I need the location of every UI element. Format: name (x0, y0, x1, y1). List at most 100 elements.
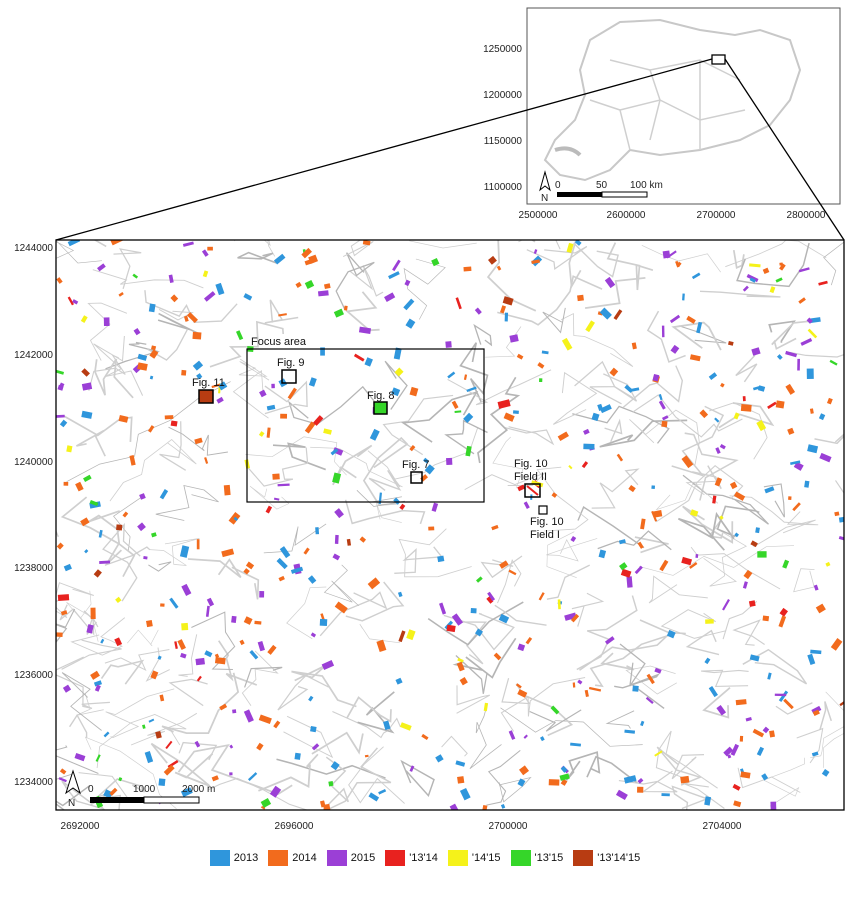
field-parcel (680, 775, 690, 784)
field-parcel (669, 314, 681, 324)
field-parcel (686, 315, 696, 324)
field-parcel (164, 415, 174, 420)
field-parcel (280, 413, 288, 419)
field-parcel (609, 367, 619, 377)
field-parcel (310, 725, 317, 733)
field-parcel (405, 318, 416, 329)
road-line (542, 307, 566, 334)
field-parcel (319, 618, 328, 626)
field-parcel (818, 413, 826, 421)
road-line (737, 767, 801, 793)
field-parcel (378, 492, 382, 505)
field-parcel (424, 464, 435, 475)
road-line (677, 511, 735, 551)
field-parcel (57, 594, 70, 601)
inset-boundaries (589, 59, 746, 151)
field-parcel (243, 616, 253, 625)
legend-item-13-14-15: '13'14'15 (573, 850, 640, 866)
field-parcel (762, 615, 770, 622)
road-line (96, 714, 187, 769)
road-line (238, 358, 270, 381)
road-line (161, 672, 240, 734)
fig-10-field-2-sublabel: Field II (514, 471, 547, 483)
field-parcel (392, 259, 401, 272)
field-parcel (57, 384, 64, 391)
legend-label: '13'14 (409, 852, 438, 864)
road-line (586, 755, 638, 784)
field-parcel (651, 510, 658, 522)
field-parcel (243, 709, 254, 723)
field-parcel (597, 403, 604, 412)
road-line (641, 244, 721, 273)
fig-7-box (410, 471, 423, 484)
field-parcel (97, 263, 106, 272)
field-parcel (463, 412, 474, 423)
inset-y-tick: 1150000 (484, 136, 523, 147)
field-parcel (749, 654, 760, 662)
field-parcel (81, 410, 93, 419)
field-parcel (109, 787, 118, 796)
road-line (61, 778, 146, 804)
field-parcel (561, 337, 573, 351)
field-parcel (742, 396, 746, 402)
field-parcel (343, 305, 348, 311)
road-line (729, 495, 819, 526)
field-parcel (56, 542, 64, 550)
field-parcel (353, 353, 365, 362)
road-line (244, 666, 283, 688)
field-parcel (459, 787, 471, 801)
field-parcel (310, 632, 317, 638)
field-parcel (574, 240, 582, 246)
field-parcel (81, 368, 90, 377)
field-parcel (177, 639, 186, 650)
field-parcel (99, 560, 111, 564)
main-scale-bar: 0 1000 2000 m (88, 784, 215, 804)
field-parcel (654, 750, 663, 757)
fig-10-field-2-box (524, 483, 541, 498)
field-parcel (637, 786, 644, 793)
field-parcel (180, 787, 193, 798)
field-parcel (604, 636, 615, 645)
field-parcel (181, 583, 192, 596)
road-line (690, 546, 781, 590)
field-parcel (742, 285, 749, 292)
field-parcel (727, 754, 732, 759)
field-parcel (137, 362, 148, 371)
road-line (819, 701, 833, 731)
road-line (427, 601, 524, 646)
field-parcel (93, 680, 102, 687)
field-parcel (186, 312, 198, 324)
field-parcel (205, 605, 210, 617)
road-line (342, 240, 374, 258)
field-parcel (519, 765, 530, 776)
field-parcel (321, 660, 335, 671)
road-line (565, 751, 601, 781)
field-parcel (181, 622, 189, 631)
field-parcel (646, 673, 655, 685)
field-parcel (221, 548, 235, 558)
field-parcel (762, 267, 770, 275)
road-line (447, 369, 552, 406)
field-parcel (95, 754, 101, 762)
field-parcel (139, 493, 146, 500)
field-parcel (566, 242, 574, 253)
field-parcel (315, 527, 320, 535)
field-parcel (114, 637, 123, 647)
road-line (345, 581, 405, 622)
road-line (814, 433, 844, 445)
road-line (323, 564, 359, 607)
road-line (75, 429, 106, 457)
road-line (187, 558, 242, 579)
field-parcel (459, 677, 468, 686)
road-line (606, 242, 654, 291)
main-y-tick: 1238000 (14, 563, 53, 574)
field-parcel (493, 652, 502, 661)
field-parcel (437, 555, 445, 563)
road-line (177, 743, 293, 795)
road-line (70, 617, 126, 656)
field-parcel (66, 445, 73, 453)
field-parcel (446, 624, 456, 633)
field-parcel (159, 694, 165, 702)
field-parcel (254, 620, 262, 625)
field-parcel (196, 373, 203, 380)
